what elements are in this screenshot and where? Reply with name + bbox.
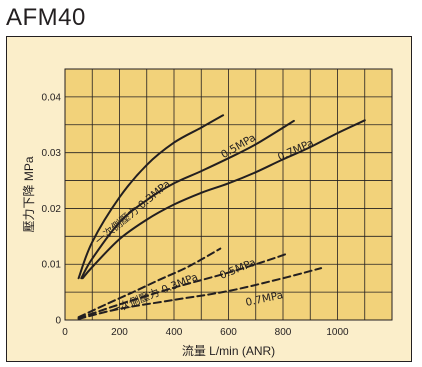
x-tick-label: 600 <box>220 327 237 338</box>
y-tick-label: 0 <box>55 316 61 327</box>
y-tick-label: 0.01 <box>42 260 62 271</box>
series-line-dashed-0-3mpa <box>77 247 222 319</box>
series-line-solid-0-5mpa <box>80 119 295 280</box>
y-tick-label: 0.03 <box>42 148 62 159</box>
series-line-dashed-0-7mpa <box>77 267 323 320</box>
y-axis-label: 壓力下降 MPa <box>22 156 36 232</box>
gridlines <box>65 69 392 320</box>
x-tick-label: 1000 <box>326 327 349 338</box>
x-tick-label: 200 <box>111 327 128 338</box>
y-tick-label: 0.04 <box>42 92 62 103</box>
series-line-dashed-0-5mpa <box>77 253 287 320</box>
tick-labels: 0 200 400 600 800 1000 0 0.01 0.02 0.03 0.04 <box>42 92 350 338</box>
series-lines <box>77 114 366 320</box>
x-tick-label: 800 <box>275 327 292 338</box>
model-title: AFM40 <box>6 4 86 31</box>
x-tick-label: 0 <box>62 327 68 338</box>
chart-frame: 0 200 400 600 800 1000 0 0.01 0.02 0.03 0.04 一次側壓力… <box>6 36 412 362</box>
series-line-solid-0-3mpa <box>77 114 225 280</box>
x-axis-label: 流量 L/min (ANR) <box>182 344 275 358</box>
x-tick-label: 400 <box>166 327 183 338</box>
series-line-solid-0-7mpa <box>81 119 366 280</box>
y-tick-label: 0.02 <box>42 204 62 215</box>
